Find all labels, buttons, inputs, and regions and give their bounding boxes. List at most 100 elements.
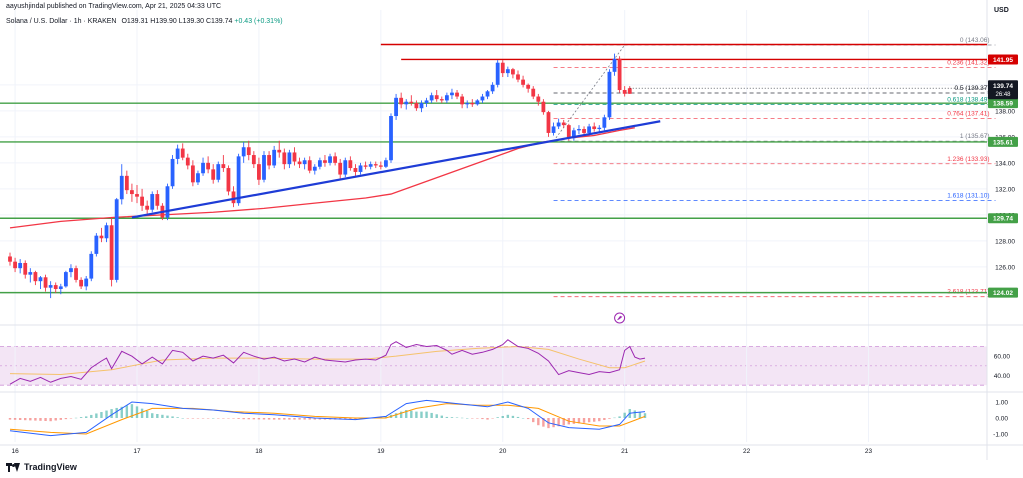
tradingview-logo[interactable]: TradingView — [6, 462, 77, 472]
candle — [53, 282, 58, 293]
candle-body — [353, 168, 358, 172]
currency-label[interactable]: USD — [994, 7, 1009, 14]
time-tick-label: 16 — [11, 448, 19, 455]
macd-histogram-bar — [318, 418, 322, 420]
fib-level-label: 0.5 (139.37) — [954, 85, 989, 92]
candle-body — [130, 190, 134, 195]
macd-histogram-bar — [272, 418, 276, 420]
candle-body — [394, 97, 398, 117]
candle — [18, 259, 23, 274]
fib-level-label: 0.618 (138.49) — [947, 96, 989, 103]
macd-histogram-bar — [262, 418, 266, 420]
candle — [353, 164, 358, 176]
candle-body — [434, 95, 439, 100]
macd-histogram-bar — [44, 418, 47, 421]
time-tick-label: 17 — [133, 448, 141, 455]
candle — [221, 155, 226, 172]
candle — [551, 122, 556, 136]
macd-histogram-bar — [288, 418, 291, 420]
macd-histogram-bar — [313, 418, 316, 420]
macd-histogram-bar — [486, 418, 489, 420]
candle — [277, 140, 282, 158]
candle-body — [211, 169, 216, 180]
support-price-tag-bg — [988, 136, 1018, 147]
candle-body — [63, 272, 68, 287]
macd-histogram-bar — [496, 417, 499, 418]
candle-body — [140, 196, 144, 206]
candle-body — [190, 165, 195, 183]
macd-histogram-bar — [212, 418, 215, 419]
candle — [206, 156, 211, 174]
candle — [444, 92, 449, 104]
candle-body — [338, 162, 343, 175]
candle — [571, 127, 576, 141]
macd-histogram-bar — [156, 414, 159, 418]
candle — [109, 217, 114, 287]
candle-body — [480, 96, 485, 101]
macd-histogram-bar — [638, 411, 642, 418]
candle — [251, 151, 256, 169]
candle — [419, 100, 424, 113]
candle — [130, 183, 134, 202]
ascending-trendline — [131, 120, 661, 219]
macd-histogram-bar — [166, 415, 169, 418]
candle-body — [18, 262, 23, 269]
candle-body — [297, 161, 302, 165]
alert-icon — [614, 312, 626, 324]
candle-body — [561, 122, 566, 126]
macd-histogram-bar — [455, 417, 459, 418]
candle-body — [43, 277, 48, 288]
macd-histogram-bar — [227, 418, 230, 419]
candle — [409, 95, 414, 106]
candle — [287, 149, 292, 169]
candle — [282, 148, 287, 170]
support-price-tag-text: 135.61 — [993, 139, 1013, 146]
macd-histogram-bar — [135, 406, 139, 418]
macd-histogram-bar — [18, 418, 22, 420]
candle-body — [119, 175, 124, 200]
macd-histogram-bar — [445, 416, 449, 418]
support-price-tag-text: 124.02 — [993, 290, 1013, 297]
candle-body — [58, 286, 63, 289]
rsi-band — [0, 346, 987, 386]
candle — [627, 86, 632, 94]
candle — [343, 157, 348, 178]
macd-histogram-bar — [59, 418, 62, 420]
macd-histogram-bar — [54, 418, 57, 421]
resistance-price-tag-bg — [988, 54, 1018, 65]
candle-body — [592, 126, 597, 130]
candle-body — [28, 272, 33, 275]
macd-histogram-bar — [140, 408, 144, 418]
candle-body — [378, 165, 383, 167]
macd-histogram-bar — [308, 418, 311, 420]
support-price-tag: 135.61 — [988, 136, 1018, 147]
macd-histogram-bar — [354, 418, 357, 420]
macd-histogram-bar — [130, 404, 134, 418]
candle — [561, 119, 566, 128]
candle-body — [444, 95, 449, 101]
candle — [99, 227, 104, 243]
candle-body — [500, 62, 505, 74]
macd-histogram-bar — [151, 413, 154, 418]
candle-body — [48, 285, 53, 288]
macd-histogram-bar — [217, 418, 220, 419]
candle-body — [94, 235, 99, 254]
price-tick-label: 132.00 — [995, 186, 1015, 193]
candle-body — [460, 96, 465, 105]
candle-body — [566, 125, 571, 139]
candle-body — [358, 165, 363, 172]
macd-histogram-bar — [516, 416, 520, 418]
macd-histogram-bar — [69, 418, 73, 419]
candle — [292, 147, 297, 166]
candle-body — [145, 205, 150, 210]
support-price-tag-text: 138.59 — [993, 101, 1013, 108]
candle — [414, 100, 419, 111]
candle — [592, 122, 597, 132]
logo-text: TradingView — [24, 462, 77, 472]
candle-body — [272, 149, 277, 166]
macd-histogram-bar — [161, 414, 164, 418]
candle-body — [384, 160, 388, 167]
symbol-name[interactable]: Solana / U.S. Dollar · 1h · KRAKEN — [6, 18, 117, 25]
candle — [485, 90, 490, 100]
